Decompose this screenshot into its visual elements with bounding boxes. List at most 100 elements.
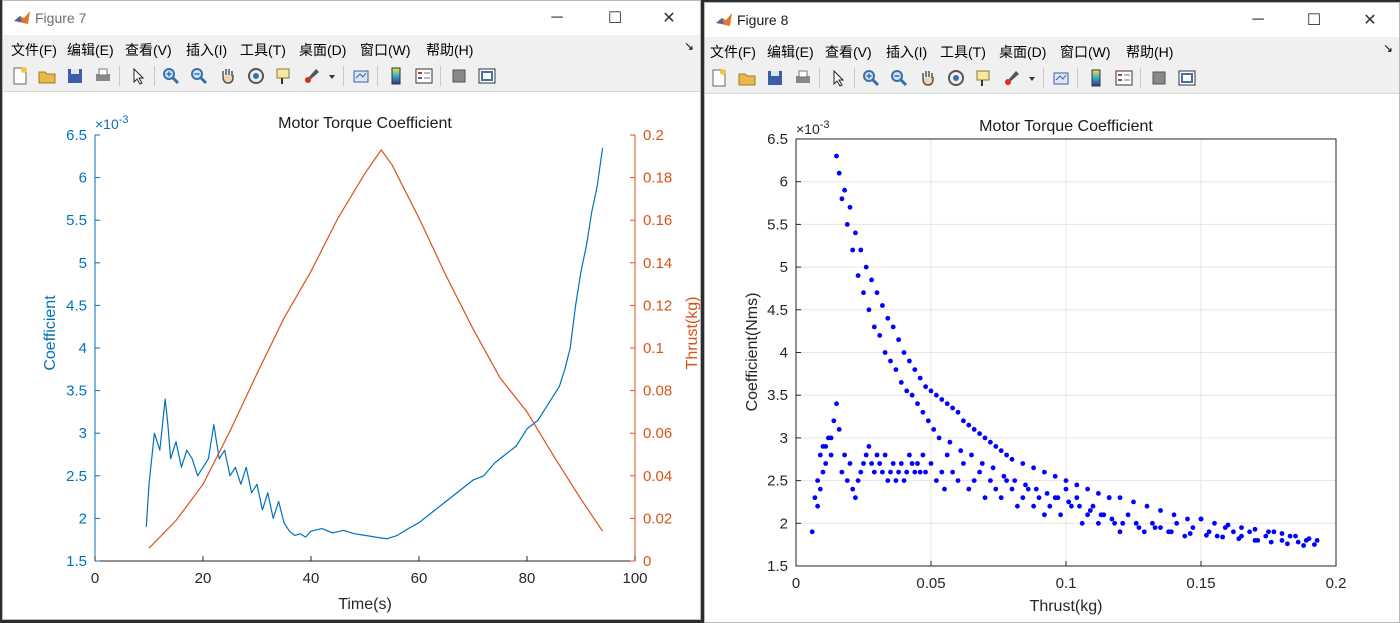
scatter-point <box>1252 538 1258 543</box>
scatter-point <box>1144 503 1150 509</box>
scatter-point <box>1085 486 1090 492</box>
plot-axes[interactable]: 0 20 40 60 80 100 1.5 2 2.5 3 3.5 4 4.5 5 5.5 6 6.5 0 0.02… <box>66 127 672 587</box>
zoom-out-icon[interactable] <box>888 67 910 89</box>
brush-dropdown-icon[interactable] <box>1025 67 1039 89</box>
menu-insert[interactable]: 插入(I) <box>886 44 928 60</box>
close-button[interactable]: ✕ <box>1363 12 1377 29</box>
maximize-button[interactable]: ☐ <box>1306 12 1322 29</box>
scatter-point <box>1106 495 1112 501</box>
right-y-tick-label: 0.12 <box>643 297 672 314</box>
brush-icon[interactable] <box>1001 67 1023 89</box>
scatter-point <box>925 418 931 424</box>
pan-hand-icon[interactable] <box>217 65 239 87</box>
save-icon[interactable] <box>764 67 786 89</box>
menu-edit[interactable]: 编辑(E) <box>67 42 114 58</box>
matlab-logo-icon <box>716 13 732 26</box>
figure8-titlebar[interactable]: Figure 8 ─ ☐ ✕ <box>705 3 1399 37</box>
y-tick-label: 4 <box>780 345 788 362</box>
legend-icon[interactable] <box>413 65 435 87</box>
brush-icon[interactable] <box>301 65 323 87</box>
scatter-point <box>1133 520 1139 526</box>
x-axis-label: Time(s) <box>338 596 392 613</box>
link-plot-icon[interactable] <box>1050 67 1072 89</box>
figure8-canvas[interactable]: Motor Torque Coefficient 0 0.05 0.1 0.15 0.2… <box>705 94 1399 622</box>
scatter-point <box>1287 533 1293 539</box>
scatter-point <box>1085 512 1090 518</box>
chart-title: Motor Torque Coefficient <box>278 115 452 132</box>
scatter-point <box>1198 516 1204 522</box>
open-file-icon[interactable] <box>736 67 758 89</box>
menu-help[interactable]: 帮助(H) <box>426 42 474 58</box>
menu-edit[interactable]: 编辑(E) <box>767 44 814 60</box>
menu-file[interactable]: 文件(F) <box>710 44 756 60</box>
scatter-point <box>971 478 977 483</box>
y-tick-label: 4.5 <box>767 302 788 319</box>
maximize-button[interactable]: ☐ <box>607 10 623 27</box>
figure8-window[interactable]: Figure 8 ─ ☐ ✕ 文件(F) 编辑(E) 查看(V) 插入(I) 工… <box>704 2 1400 623</box>
minimize-button[interactable]: ─ <box>551 9 563 26</box>
menu-window[interactable]: 窗口(W) <box>1060 44 1111 60</box>
edit-plot-arrow-icon[interactable] <box>827 67 849 89</box>
data-cursor-icon[interactable] <box>273 65 295 87</box>
new-figure-icon[interactable] <box>708 67 730 89</box>
menu-insert[interactable]: 插入(I) <box>186 42 228 58</box>
scatter-point <box>877 333 883 338</box>
edit-plot-arrow-icon[interactable] <box>127 65 149 87</box>
save-icon[interactable] <box>64 65 86 87</box>
dock-arrow-icon[interactable]: ↘ <box>1382 41 1393 55</box>
scatter-point <box>815 503 820 509</box>
scatter-point <box>834 153 839 159</box>
x-tick-label: 60 <box>411 570 428 587</box>
rotate-3d-icon[interactable] <box>945 67 967 89</box>
figure7-canvas[interactable]: Motor Torque Coefficient 0 20 40 60 80 100 1.5… <box>3 92 700 619</box>
y-tick-label: 6 <box>780 174 788 191</box>
figure7-window[interactable]: Figure 7 ─ ☐ ✕ 文件(F) 编辑(E) 查看(V) 插入(I) 工… <box>2 0 701 620</box>
print-icon[interactable] <box>92 65 114 87</box>
menu-file[interactable]: 文件(F) <box>11 42 57 58</box>
open-file-icon[interactable] <box>36 65 58 87</box>
zoom-out-icon[interactable] <box>188 65 210 87</box>
right-y-tick-label: 0.06 <box>643 425 672 442</box>
figure7-titlebar[interactable]: Figure 7 ─ ☐ ✕ <box>3 1 700 35</box>
close-button[interactable]: ✕ <box>662 10 676 27</box>
menu-view[interactable]: 查看(V) <box>125 42 172 58</box>
scatter-point <box>1295 539 1301 545</box>
scatter-point <box>861 461 866 466</box>
link-plot-icon[interactable] <box>350 65 372 87</box>
scatter-point <box>874 452 880 458</box>
scatter-point <box>839 196 845 202</box>
right-y-tick-label: 0.14 <box>643 255 672 272</box>
menu-desktop[interactable]: 桌面(D) <box>999 44 1047 60</box>
zoom-in-icon[interactable] <box>160 65 182 87</box>
show-plot-tools-icon[interactable] <box>1176 67 1198 89</box>
print-icon[interactable] <box>792 67 814 89</box>
hide-plot-tools-icon[interactable] <box>1148 67 1170 89</box>
brush-dropdown-icon[interactable] <box>325 65 339 87</box>
scatter-point <box>855 273 861 278</box>
scatter-point <box>817 452 823 458</box>
left-y-tick-label: 4.5 <box>66 297 87 314</box>
dock-arrow-icon[interactable]: ↘ <box>683 39 694 53</box>
show-plot-tools-icon[interactable] <box>476 65 498 87</box>
legend-icon[interactable] <box>1113 67 1135 89</box>
menu-view[interactable]: 查看(V) <box>825 44 872 60</box>
plot-axes[interactable]: 0 0.05 0.1 0.15 0.2 1.5 2 2.5 3 3.5 4 4.5 5 5.5 6 6.5 <box>767 131 1346 592</box>
data-cursor-icon[interactable] <box>973 67 995 89</box>
menu-window[interactable]: 窗口(W) <box>360 42 411 58</box>
menu-desktop[interactable]: 桌面(D) <box>299 42 347 58</box>
colorbar-icon[interactable] <box>385 65 407 87</box>
hide-plot-tools-icon[interactable] <box>448 65 470 87</box>
menu-help[interactable]: 帮助(H) <box>1126 44 1174 60</box>
colorbar-icon[interactable] <box>1085 67 1107 89</box>
scatter-point <box>901 350 907 355</box>
zoom-in-icon[interactable] <box>860 67 882 89</box>
rotate-3d-icon[interactable] <box>245 65 267 87</box>
menu-tools[interactable]: 工具(T) <box>240 42 286 58</box>
minimize-button[interactable]: ─ <box>1252 11 1264 28</box>
right-y-tick-label: 0.02 <box>643 510 672 527</box>
scatter-point <box>944 452 950 458</box>
new-figure-icon[interactable] <box>9 65 31 87</box>
scatter-point <box>896 337 901 343</box>
pan-hand-icon[interactable] <box>917 67 939 89</box>
menu-tools[interactable]: 工具(T) <box>940 44 986 60</box>
